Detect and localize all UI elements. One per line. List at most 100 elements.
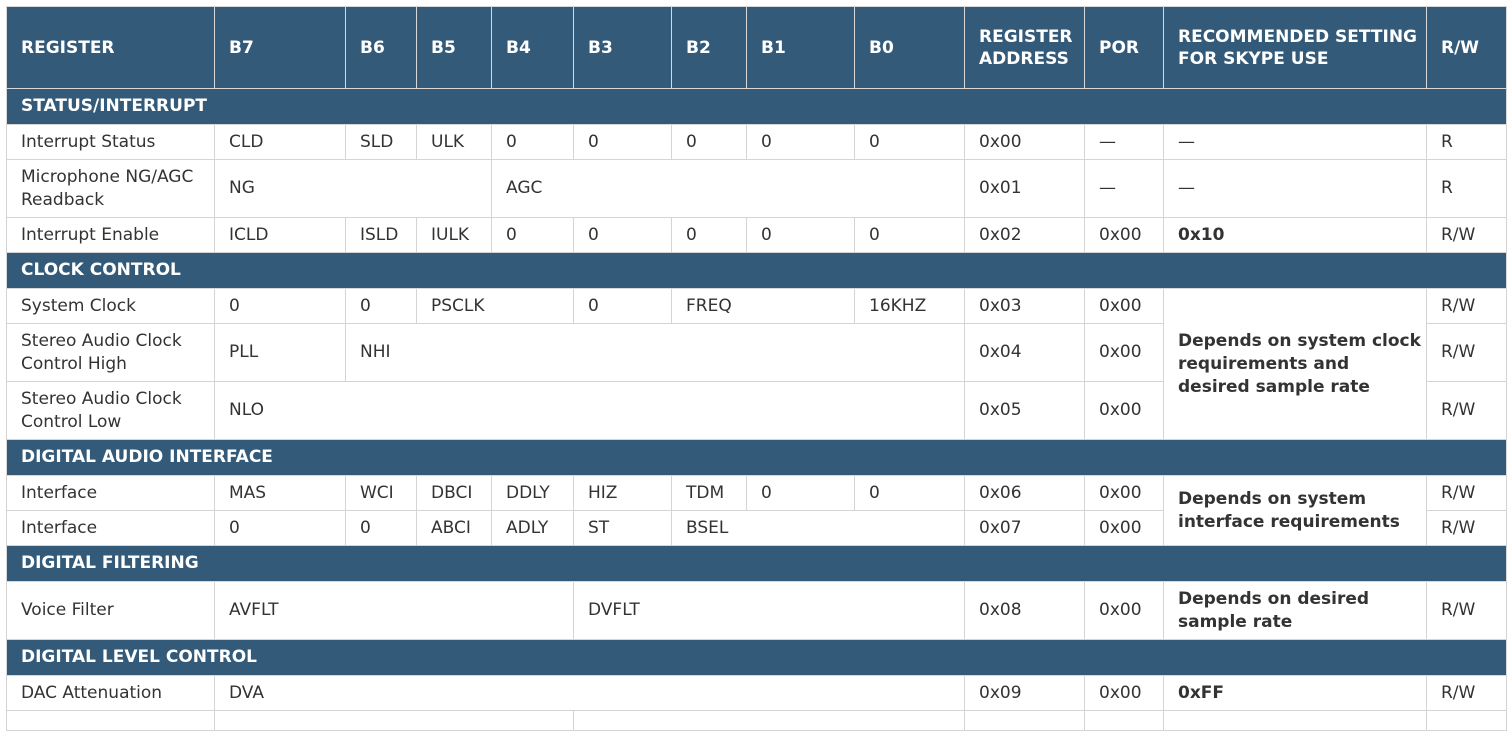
- section-title: DIGITAL LEVEL CONTROL: [6, 639, 1507, 676]
- section-row: DIGITAL AUDIO INTERFACE: [6, 439, 1507, 476]
- table-row: Microphone NG/AGC Readback NG AGC 0x01— — R: [6, 159, 1507, 218]
- register-table: REGISTER B7 B6 B5 B4 B3 B2 B1 B0 REGISTER ADDRESS…: [6, 6, 1507, 731]
- table-cell: DVFLT: [573, 581, 965, 640]
- table-cell: 0x00: [1084, 381, 1164, 440]
- table-cell: R/W: [1426, 510, 1507, 546]
- table-cell: —: [1163, 159, 1427, 218]
- column-header: B2: [671, 6, 747, 89]
- table-cell: 0: [573, 217, 672, 253]
- table-row: [6, 710, 1507, 731]
- table-cell: DBCI: [416, 475, 492, 511]
- table-cell: R: [1426, 124, 1507, 160]
- table-cell: BSEL: [671, 510, 965, 546]
- section-title: DIGITAL FILTERING: [6, 545, 1507, 582]
- table-cell: ST: [573, 510, 672, 546]
- table-row: Interrupt Status CLD SLD ULK 0 0 0 0 0 0x00— — R: [6, 124, 1507, 160]
- table-cell: [573, 710, 965, 731]
- table-cell: Interrupt Enable: [6, 217, 215, 253]
- table-cell: 0x01: [964, 159, 1085, 218]
- table-cell: DVA: [214, 675, 965, 711]
- table-cell: ADLY: [491, 510, 574, 546]
- table-cell: 0: [345, 288, 417, 324]
- table-cell: R/W: [1426, 323, 1507, 382]
- table-cell: —: [1084, 124, 1164, 160]
- table-cell: CLD: [214, 124, 346, 160]
- table-cell: IULK: [416, 217, 492, 253]
- table-cell: ABCI: [416, 510, 492, 546]
- column-header: B6: [345, 6, 417, 89]
- table-cell: DDLY: [491, 475, 574, 511]
- table-cell: System Clock: [6, 288, 215, 324]
- table-cell: Interface: [6, 510, 215, 546]
- table-cell: [1163, 710, 1427, 731]
- section-title: CLOCK CONTROL: [6, 252, 1507, 289]
- table-cell: 0: [345, 510, 417, 546]
- table-cell: 0: [573, 124, 672, 160]
- table-cell: 0x06: [964, 475, 1085, 511]
- table-cell: 0: [491, 217, 574, 253]
- table-cell: 0: [854, 475, 965, 511]
- table-cell: DAC Attenuation: [6, 675, 215, 711]
- table-cell: 0x00: [1084, 475, 1164, 511]
- table-cell: —: [1084, 159, 1164, 218]
- table-cell: R: [1426, 159, 1507, 218]
- column-header: B1: [746, 6, 855, 89]
- table-cell: Microphone NG/AGC Readback: [6, 159, 215, 218]
- table-cell: 0: [491, 124, 574, 160]
- table-cell: NLO: [214, 381, 965, 440]
- table-cell: 0: [671, 124, 747, 160]
- column-header: REGISTER ADDRESS: [964, 6, 1085, 89]
- table-cell: Stereo Audio Clock Control Low: [6, 381, 215, 440]
- table-cell: 0: [854, 217, 965, 253]
- table-cell: 0x07: [964, 510, 1085, 546]
- table-cell: 0x05: [964, 381, 1085, 440]
- table-cell: PSCLK: [416, 288, 574, 324]
- table-cell: 0x10: [1163, 217, 1427, 253]
- table-cell: PLL: [214, 323, 346, 382]
- table-cell: 0xFF: [1163, 675, 1427, 711]
- table-cell: ULK: [416, 124, 492, 160]
- table-cell: R/W: [1426, 381, 1507, 440]
- section-row: DIGITAL FILTERING: [6, 545, 1507, 582]
- table-cell: [964, 710, 1085, 731]
- table-cell: AVFLT: [214, 581, 574, 640]
- table-cell: 0: [214, 510, 346, 546]
- table-cell: 16KHZ: [854, 288, 965, 324]
- section-row: DIGITAL LEVEL CONTROL: [6, 639, 1507, 676]
- table-cell: Interface: [6, 475, 215, 511]
- table-body: STATUS/INTERRUPT Interrupt Status CLD SLD UL…: [6, 88, 1507, 731]
- section-title: STATUS/INTERRUPT: [6, 88, 1507, 125]
- table-row: Stereo Audio Clock Control Low NLO 0x05 0x0…: [6, 381, 1507, 440]
- column-header: REGISTER: [6, 6, 215, 89]
- column-header: RECOMMENDED SETTING FOR SKYPE USE: [1163, 6, 1427, 89]
- table-cell: —: [1163, 124, 1427, 160]
- table-cell: 0x00: [1084, 323, 1164, 382]
- table-cell: 0: [746, 475, 855, 511]
- table-cell: FREQ: [671, 288, 855, 324]
- table-row: Interface 0 0 ABCI ADLY ST BSEL 0x07 0x00 R/W: [6, 510, 1507, 546]
- table-cell: Stereo Audio Clock Control High: [6, 323, 215, 382]
- table-cell: HIZ: [573, 475, 672, 511]
- table-cell: Voice Filter: [6, 581, 215, 640]
- header-row: REGISTER B7 B6 B5 B4 B3 B2 B1 B0 REGISTER ADDRESS…: [6, 6, 1507, 89]
- table-row: System Clock 0 0 PSCLK 0 FREQ 16KHZ 0x03 0x00 Dep…: [6, 288, 1507, 440]
- table-cell: R/W: [1426, 475, 1507, 511]
- table-cell: R/W: [1426, 288, 1507, 324]
- table-cell: [6, 710, 215, 731]
- column-header: B3: [573, 6, 672, 89]
- column-header: B0: [854, 6, 965, 89]
- column-header: R/W: [1426, 6, 1507, 89]
- column-header: B4: [491, 6, 574, 89]
- table-cell: SLD: [345, 124, 417, 160]
- table-cell: 0: [746, 217, 855, 253]
- table-cell: [1426, 710, 1507, 731]
- table-cell: 0: [746, 124, 855, 160]
- table-cell: R/W: [1426, 675, 1507, 711]
- table-cell: NHI: [345, 323, 965, 382]
- table-cell: 0x08: [964, 581, 1085, 640]
- table-cell: 0x00: [1084, 217, 1164, 253]
- table-cell: WCI: [345, 475, 417, 511]
- table-cell: 0: [854, 124, 965, 160]
- table-cell: 0x09: [964, 675, 1085, 711]
- table-cell: 0x00: [1084, 581, 1164, 640]
